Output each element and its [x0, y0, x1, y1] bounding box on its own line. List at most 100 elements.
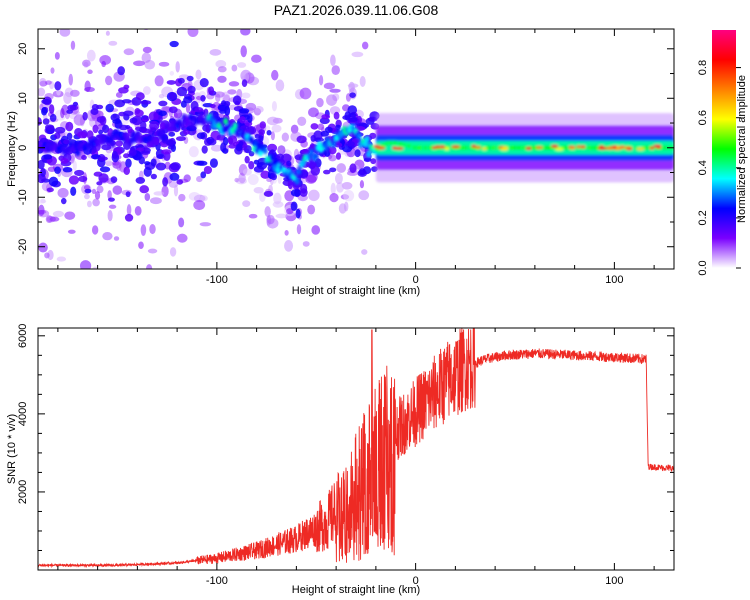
spectrogram-ytick-label: -20 [17, 239, 29, 255]
spectrogram-cell [150, 173, 157, 180]
spectrogram-cell [177, 77, 185, 84]
spectrogram-cell [310, 123, 319, 130]
spectrogram-cell [242, 200, 251, 207]
spectrogram-cell [87, 69, 93, 75]
spectrogram-cell [284, 229, 289, 236]
spectrogram-cell [241, 71, 250, 83]
spectrogram-cell [323, 169, 331, 175]
spectrogram-cell [329, 88, 341, 93]
spectrogram-cell [79, 260, 92, 269]
spectrogram-cell [357, 169, 367, 177]
spectrogram-cell [190, 0, 201, 1]
spectrogram-cell [92, 124, 99, 134]
spectrogram-cell [135, 92, 145, 101]
spectrogram-cell [264, 206, 271, 217]
spectrogram-cell [56, 256, 67, 262]
spectrogram-cell [276, 153, 285, 160]
snr-series-line [38, 328, 674, 569]
spectrogram-cell [271, 100, 277, 112]
spectrogram-cell [54, 81, 62, 91]
spectrogram-cell [147, 248, 158, 254]
spectrogram-cell [112, 185, 123, 195]
spectrogram-cell [169, 162, 181, 171]
spectrogram-cell [45, 215, 53, 223]
spectrogram-cell [320, 130, 330, 137]
spectrogram-cell [238, 140, 244, 147]
spectrogram-cell [107, 190, 112, 200]
spectrogram-cell [43, 154, 53, 160]
spectrogram-peak-cell [569, 146, 576, 150]
spectrogram-core-layer [38, 112, 674, 185]
spectrogram-cell [299, 87, 312, 100]
spectrogram-cell [158, 110, 167, 117]
spectrogram-cell [70, 89, 80, 97]
spectrogram-cell [44, 252, 50, 259]
spectrogram-cell [341, 182, 353, 190]
spectrogram-cell [244, 155, 250, 164]
spectrogram-cell [70, 40, 76, 50]
spectrogram-cell [47, 166, 57, 172]
spectrogram-cell [356, 115, 362, 124]
spectrogram-cell [60, 158, 69, 164]
spectrogram-peak-cell [618, 145, 625, 150]
spectrogram-cell [336, 182, 344, 193]
spectrogram-cell [143, 166, 152, 177]
spectrogram-cell [74, 169, 85, 177]
spectrogram-cell [84, 193, 90, 200]
snr-xtick-label: 0 [413, 575, 419, 587]
spectrogram-cell [167, 145, 175, 150]
spectrogram-ytick-label: -10 [17, 189, 29, 205]
spectrogram-peak-cell [525, 146, 532, 150]
spectrogram-cell [123, 166, 131, 175]
spectrogram-cell [308, 189, 320, 202]
spectrogram-cell [67, 229, 76, 234]
spectrogram-cell [124, 213, 134, 222]
spectrogram-cell [240, 125, 250, 131]
spectrogram-cell [196, 160, 208, 166]
spectrogram-cell [210, 144, 223, 152]
spectrogram-cell [287, 179, 293, 190]
spectrogram-cell [333, 111, 340, 120]
spectrogram-cell [113, 236, 120, 241]
spectrogram-cell [310, 134, 317, 142]
spectrogram-cell [49, 113, 57, 122]
spectrogram-cell [347, 105, 358, 115]
spectrogram-cell [305, 161, 317, 169]
spectrogram-cell [67, 104, 77, 111]
spectrogram-cell [271, 124, 282, 133]
spectrogram-cell [270, 172, 277, 181]
spectrogram-peak-cell [612, 145, 617, 149]
spectrogram-cell [91, 225, 99, 235]
spectrogram-cell [82, 111, 88, 121]
spectrogram-cell [125, 191, 131, 198]
spectrogram-cell [296, 224, 302, 235]
spectrogram-cell [110, 176, 118, 184]
spectrogram-frame [37, 28, 675, 270]
spectrogram-ridge-cell [199, 112, 205, 120]
spectrogram-cell [234, 177, 240, 183]
spectrogram-cell [323, 82, 336, 90]
spectrogram-cell [326, 94, 338, 106]
spectrogram-cell [115, 91, 123, 98]
spectrogram-cell [251, 54, 262, 63]
spectrogram-cell [188, 146, 199, 158]
spectrogram-cell [217, 75, 227, 83]
spectrogram-cell [349, 92, 356, 98]
spectrogram-cell [173, 184, 179, 197]
spectrogram-cell [343, 201, 349, 212]
spectrogram-cell [99, 55, 112, 65]
spectrogram-cell [359, 180, 365, 189]
spectrogram-cell [116, 159, 122, 171]
spectrogram-cell [286, 208, 294, 215]
spectrogram-cell [98, 129, 104, 135]
spectrogram-ridge-cell [223, 117, 229, 125]
spectrogram-cell [78, 175, 88, 183]
spectrogram-peak-cell [597, 146, 608, 150]
spectrogram-cell [139, 185, 150, 194]
spectrogram-cell [319, 117, 330, 125]
spectrogram-cell [128, 148, 137, 157]
colorbar-tick-label: 0.4 [697, 160, 709, 175]
spectrogram-cell [275, 79, 285, 92]
spectrogram-cell [143, 86, 151, 95]
